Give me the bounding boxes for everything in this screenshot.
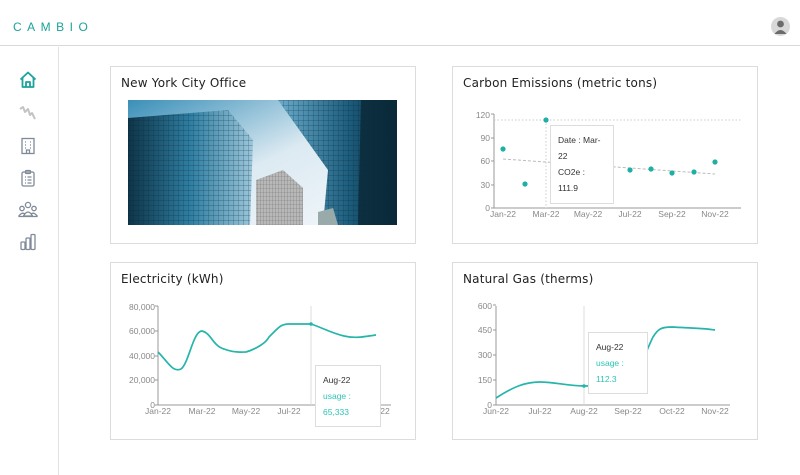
svg-text:May-22: May-22 <box>232 406 261 416</box>
chart-tooltip: Date : Mar-22 CO2e : 111.9 <box>550 125 614 204</box>
tooltip-date: Aug-22 <box>596 342 624 352</box>
users-icon <box>17 201 39 218</box>
tooltip-value: usage : 112.3 <box>596 358 624 385</box>
svg-text:60,000: 60,000 <box>129 326 155 336</box>
svg-text:40,000: 40,000 <box>129 351 155 361</box>
tooltip-value: usage : 65,333 <box>323 391 351 418</box>
svg-text:Jul-22: Jul-22 <box>277 406 300 416</box>
svg-text:Oct-22: Oct-22 <box>659 406 685 416</box>
svg-text:80,000: 80,000 <box>129 302 155 312</box>
svg-text:30: 30 <box>481 180 491 190</box>
svg-text:20,000: 20,000 <box>129 375 155 385</box>
svg-text:60: 60 <box>481 156 491 166</box>
svg-text:0: 0 <box>150 400 155 410</box>
svg-text:120: 120 <box>476 110 490 120</box>
office-building-photo <box>128 100 397 225</box>
svg-text:Sep-22: Sep-22 <box>614 406 642 416</box>
sidebar-item-reports[interactable] <box>17 167 39 189</box>
svg-text:Mar-22: Mar-22 <box>189 406 216 416</box>
svg-text:300: 300 <box>478 350 492 360</box>
bar-chart-icon <box>20 233 36 251</box>
top-bar: CAMBIO <box>0 0 800 46</box>
tooltip-date: Date : Mar-22 <box>558 135 601 162</box>
sidebar-item-analytics[interactable] <box>17 231 39 253</box>
carbon-emissions-chart[interactable]: 0 30 60 90 120 Jan-22 Mar-22 May-22 Jul-22 <box>453 67 759 245</box>
card-title: Carbon Emissions (metric tons) <box>463 76 658 90</box>
svg-text:May-22: May-22 <box>574 209 603 219</box>
tooltip-date: Aug-22 <box>323 375 351 385</box>
natural-gas-card: Natural Gas (therms) 0 150 300 450 600 J… <box>452 262 758 440</box>
card-title: Electricity (kWh) <box>121 272 224 286</box>
svg-text:Mar-22: Mar-22 <box>533 209 560 219</box>
svg-text:0: 0 <box>485 203 490 213</box>
electricity-card: Electricity (kWh) 0 20,000 40,000 60,000… <box>110 262 416 440</box>
building-icon <box>21 137 35 155</box>
sidebar-item-home[interactable] <box>17 69 39 91</box>
svg-text:150: 150 <box>478 375 492 385</box>
sidebar-item-emissions[interactable] <box>17 102 39 124</box>
office-card: New York City Office <box>110 66 416 244</box>
svg-text:450: 450 <box>478 325 492 335</box>
svg-text:Nov-22: Nov-22 <box>701 209 729 219</box>
app-logo[interactable]: CAMBIO <box>13 20 94 34</box>
user-avatar-icon[interactable] <box>771 17 790 36</box>
home-icon <box>19 71 37 88</box>
sidebar-item-team[interactable] <box>17 199 39 221</box>
carbon-emissions-card: Carbon Emissions (metric tons) 0 30 60 9… <box>452 66 758 244</box>
svg-text:Nov-22: Nov-22 <box>701 406 729 416</box>
chart-tooltip: Aug-22 usage : 65,333 <box>315 365 381 428</box>
natural-gas-chart[interactable]: 0 150 300 450 600 Jun-22 Jul-22 Aug-22 Sep… <box>453 263 759 441</box>
svg-text:600: 600 <box>478 301 492 311</box>
chart-tooltip: Aug-22 usage : 112.3 <box>588 332 648 395</box>
card-title: Natural Gas (therms) <box>463 272 594 286</box>
clipboard-icon <box>21 169 35 187</box>
svg-text:Jan-22: Jan-22 <box>145 406 171 416</box>
svg-text:Sep-22: Sep-22 <box>658 209 686 219</box>
tooltip-value: CO2e : 111.9 <box>558 167 585 194</box>
svg-text:Jan-22: Jan-22 <box>490 209 516 219</box>
svg-text:Jun-22: Jun-22 <box>483 406 509 416</box>
card-title: New York City Office <box>121 76 247 90</box>
sidebar-item-buildings[interactable] <box>17 135 39 157</box>
svg-text:90: 90 <box>481 133 491 143</box>
svg-text:0: 0 <box>487 400 492 410</box>
svg-text:Jul-22: Jul-22 <box>528 406 551 416</box>
trend-down-icon <box>19 106 36 120</box>
svg-text:Jul-22: Jul-22 <box>618 209 641 219</box>
svg-text:Aug-22: Aug-22 <box>570 406 598 416</box>
sidebar <box>0 47 59 475</box>
